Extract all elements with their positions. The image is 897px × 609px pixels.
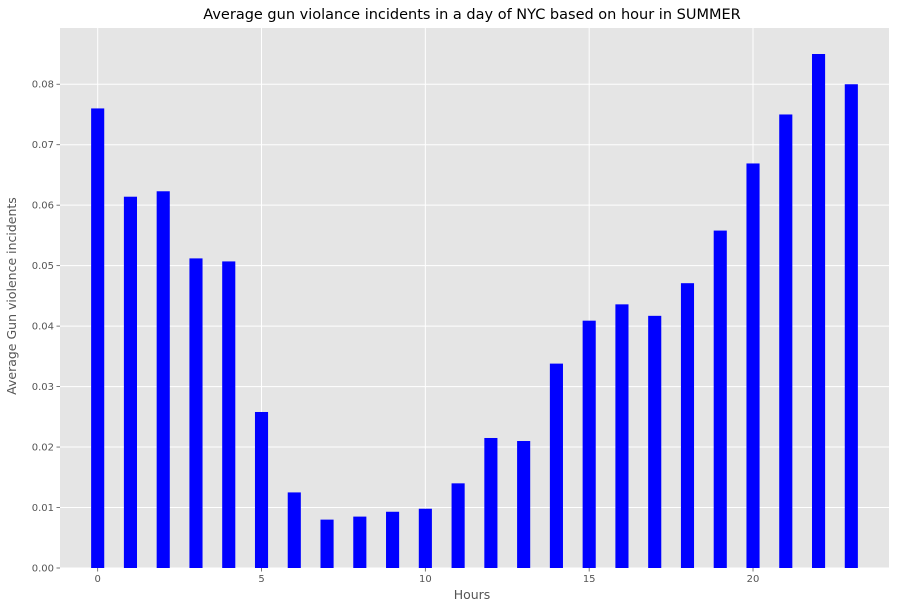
bar-hour-2 bbox=[156, 191, 170, 568]
bar-hour-16 bbox=[615, 304, 629, 568]
bar-hour-19 bbox=[713, 230, 727, 568]
bar-hour-20 bbox=[746, 163, 760, 568]
bar-hour-21 bbox=[779, 114, 793, 568]
bar-hour-23 bbox=[844, 84, 858, 569]
bars bbox=[91, 54, 858, 569]
bar-hour-14 bbox=[549, 363, 563, 568]
bar-hour-15 bbox=[582, 320, 596, 568]
bar-hour-9 bbox=[386, 511, 400, 568]
x-tick-label: 15 bbox=[583, 574, 596, 585]
y-tick-label: 0.02 bbox=[32, 443, 54, 454]
y-tick-label: 0.00 bbox=[32, 564, 54, 575]
bar-hour-3 bbox=[189, 258, 203, 568]
x-axis-ticks: 0 5 10 15 20 bbox=[94, 568, 759, 585]
bar-hour-0 bbox=[91, 108, 105, 568]
x-tick-label: 10 bbox=[419, 574, 432, 585]
chart-title: Average gun violance incidents in a day … bbox=[203, 7, 740, 23]
x-tick-label: 0 bbox=[94, 574, 100, 585]
bar-hour-4 bbox=[222, 261, 236, 568]
y-tick-label: 0.06 bbox=[32, 201, 54, 212]
bar-hour-5 bbox=[254, 411, 269, 568]
bar-hour-13 bbox=[517, 441, 531, 568]
y-axis-label: Average Gun violence incidents bbox=[4, 197, 19, 395]
plot-area bbox=[60, 28, 889, 568]
bar-hour-22 bbox=[811, 54, 826, 568]
bar-hour-11 bbox=[451, 483, 465, 568]
bar-hour-18 bbox=[680, 283, 695, 568]
bar-hour-8 bbox=[353, 516, 367, 568]
y-axis-ticks: 0.00 0.01 0.02 0.03 0.04 0.05 0.06 0.07 0.08 bbox=[32, 80, 60, 575]
bar-hour-17 bbox=[648, 315, 662, 568]
y-tick-label: 0.05 bbox=[32, 261, 54, 272]
x-tick-label: 5 bbox=[258, 574, 264, 585]
y-tick-label: 0.07 bbox=[32, 140, 54, 151]
x-axis-label: Hours bbox=[454, 587, 491, 602]
y-tick-label: 0.08 bbox=[32, 80, 54, 91]
bar-hour-1 bbox=[123, 196, 138, 568]
y-tick-label: 0.03 bbox=[32, 382, 54, 393]
y-tick-label: 0.04 bbox=[32, 322, 54, 333]
x-tick-label: 20 bbox=[747, 574, 760, 585]
bar-hour-12 bbox=[484, 437, 498, 568]
y-tick-label: 0.01 bbox=[32, 503, 54, 514]
bar-hour-10 bbox=[418, 508, 432, 568]
bar-hour-6 bbox=[287, 492, 301, 568]
bar-hour-7 bbox=[320, 519, 334, 568]
